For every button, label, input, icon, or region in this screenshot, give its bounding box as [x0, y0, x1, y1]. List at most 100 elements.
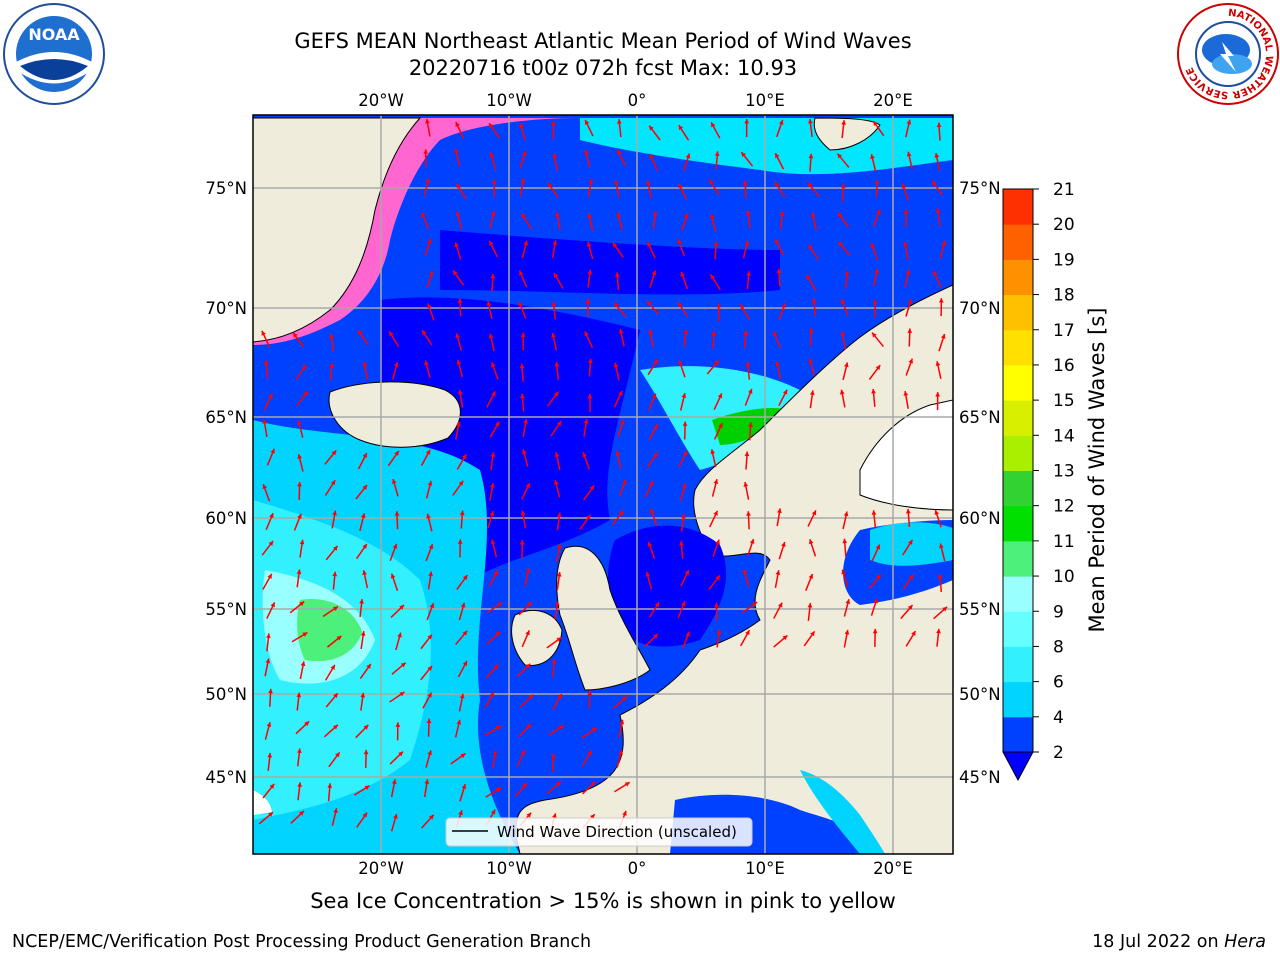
wave-direction-arrowhead: [901, 183, 907, 189]
wave-direction-arrowhead: [936, 122, 942, 128]
wave-direction-arrowhead: [837, 153, 843, 159]
wave-direction-arrowhead: [269, 513, 274, 519]
wave-direction-arrowhead: [651, 270, 657, 276]
wave-direction-arrowhead: [268, 393, 273, 399]
wave-direction-arrowhead: [745, 361, 751, 367]
wave-direction-arrowhead: [911, 631, 916, 637]
wave-direction-arrowhead: [681, 513, 686, 519]
lat-label-right: 45°N: [959, 768, 1001, 787]
wave-direction-arrowhead: [653, 633, 658, 639]
wave-direction-arrowhead: [495, 631, 501, 637]
wave-direction-arrowhead: [744, 451, 750, 457]
wave-direction-arrowhead: [908, 574, 914, 580]
wave-direction-arrowhead: [297, 481, 302, 487]
wave-direction-arrowhead: [872, 332, 877, 338]
graticule: [253, 115, 953, 854]
wave-direction-arrowhead: [525, 630, 530, 636]
wave-direction-arrowhead: [425, 118, 430, 124]
wave-direction-arrowhead: [876, 574, 881, 580]
wave-direction-arrowhead: [934, 152, 940, 158]
wave-direction-arrowhead: [456, 183, 461, 189]
wave-direction-arrowhead: [461, 784, 467, 790]
wave-direction-arrowhead: [584, 331, 589, 337]
wave-direction-arrowhead: [654, 602, 660, 608]
lon-label-top: 20°W: [358, 91, 404, 110]
wave-direction-arrowhead: [710, 449, 716, 455]
wave-direction-arrowhead: [391, 479, 397, 484]
wave-direction-arrowhead: [429, 603, 435, 609]
wave-direction-arrowhead: [682, 421, 688, 426]
wave-direction-arrowhead: [775, 153, 780, 159]
wave-direction-arrowhead: [491, 391, 496, 397]
wave-direction-arrowhead: [647, 541, 653, 547]
wave-direction-arrowhead: [752, 602, 758, 607]
wave-direction-arrowhead: [493, 570, 498, 576]
wave-direction-arrowhead: [522, 783, 528, 789]
colorbar-label: Mean Period of Wind Waves [s]: [1085, 308, 1109, 633]
wave-direction-arrowhead: [519, 270, 524, 276]
wave-direction-arrowhead: [711, 122, 716, 128]
wave-direction-arrowhead: [491, 362, 496, 368]
wave-direction-arrowhead: [781, 303, 786, 308]
lat-label-right: 55°N: [959, 600, 1001, 619]
wave-direction-arrowhead: [808, 244, 813, 250]
wave-direction-arrowhead: [649, 125, 654, 131]
wave-direction-arrowhead: [366, 663, 371, 669]
wave-direction-arrowhead: [421, 212, 426, 218]
wave-direction-arrowhead: [777, 602, 783, 608]
wave-direction-arrowhead: [360, 692, 366, 698]
wave-direction-arrowhead: [551, 659, 557, 664]
greenland-land: [253, 117, 422, 343]
chart-subtitle: 20220716 t00z 072h fcst Max: 10.93: [408, 56, 798, 80]
footer-date: 18 Jul 2022 on Hera: [1092, 932, 1266, 952]
wave-direction-arrowhead: [552, 240, 558, 245]
wave-direction-arrowhead: [394, 450, 399, 456]
lat-labels-right: 75°N 70°N 65°N 60°N 55°N 50°N 45°N: [959, 179, 1001, 787]
wave-direction-arrowhead: [808, 153, 814, 159]
wave-direction-arrowhead: [427, 634, 432, 640]
wave-direction-arrowhead: [684, 213, 689, 219]
wave-direction-arrowhead: [710, 274, 715, 280]
wave-direction-arrowhead: [399, 691, 405, 697]
wave-direction-arrowhead: [872, 299, 878, 305]
wave-direction-arrowhead: [614, 302, 619, 308]
wave-direction-arrowhead: [876, 209, 881, 215]
wave-direction-arrowhead: [299, 601, 305, 607]
wave-direction-arrowhead: [932, 180, 937, 186]
wave-direction-arrowhead: [266, 722, 272, 727]
wave-direction-arrowhead: [521, 213, 526, 219]
colorbar-segment: [1003, 364, 1033, 401]
wave-direction-arrowhead: [680, 271, 686, 277]
wave-direction-arrowhead: [453, 270, 458, 276]
wave-direction-arrowhead: [296, 692, 302, 698]
lat-label-right: 60°N: [959, 509, 1001, 528]
wave-direction-arrowhead: [457, 298, 463, 303]
wave-direction-arrowhead: [455, 121, 460, 127]
wave-direction-arrowhead: [299, 811, 304, 816]
wave-direction-arrowhead: [489, 240, 494, 246]
wave-direction-arrowhead: [425, 178, 431, 184]
colorbar-segment: [1003, 540, 1033, 577]
wave-direction-arrowhead: [327, 783, 333, 788]
colorbar-extend-arrow: [1002, 751, 1034, 782]
lat-label-right: 70°N: [959, 299, 1001, 318]
wave-direction-arrowhead: [775, 239, 780, 245]
wave-direction-arrowhead: [841, 569, 846, 575]
wave-direction-arrowhead: [684, 570, 689, 576]
wave-direction-arrowhead: [455, 211, 461, 217]
colorbar-segment: [1003, 294, 1033, 331]
wave-direction-arrowhead: [617, 149, 622, 155]
wave-direction-arrowhead: [462, 661, 467, 667]
wave-direction-arrowhead: [495, 726, 501, 731]
sea-ice-note: Sea Ice Concentration > 15% is shown in …: [310, 889, 896, 913]
wave-direction-arrowhead: [269, 783, 275, 789]
wave-direction-arrowhead: [587, 213, 593, 219]
wave-direction-arrowhead: [296, 748, 302, 754]
wave-direction-arrowhead: [717, 393, 723, 399]
colorbar-segment: [1003, 716, 1033, 753]
wave-direction-arrowhead: [806, 274, 811, 280]
wave-direction-arrowhead: [716, 303, 722, 308]
wave-direction-arrowhead: [772, 331, 778, 337]
wave-direction-arrowhead: [905, 269, 911, 275]
map-frame: [252, 114, 954, 855]
